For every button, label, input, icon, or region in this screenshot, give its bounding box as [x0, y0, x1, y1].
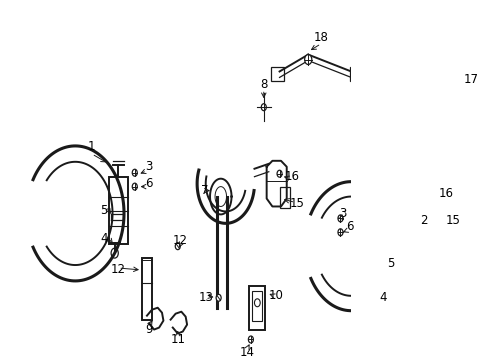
Bar: [142, 258, 152, 320]
Circle shape: [337, 229, 342, 236]
Text: 16: 16: [437, 187, 452, 200]
Text: 14: 14: [239, 346, 254, 359]
Text: 11: 11: [170, 333, 185, 346]
Circle shape: [445, 76, 451, 84]
Circle shape: [432, 187, 437, 194]
Circle shape: [248, 336, 253, 343]
Circle shape: [132, 169, 137, 176]
Bar: [109, 177, 127, 244]
Circle shape: [216, 294, 221, 301]
Circle shape: [175, 243, 180, 249]
Text: 3: 3: [145, 160, 152, 173]
Text: 13: 13: [199, 291, 213, 304]
Bar: [270, 67, 283, 81]
Text: 10: 10: [268, 289, 283, 302]
Text: 5: 5: [386, 257, 393, 270]
Bar: [361, 72, 370, 89]
Circle shape: [304, 55, 311, 64]
Circle shape: [337, 215, 342, 222]
Text: 4: 4: [379, 291, 386, 304]
Bar: [435, 201, 445, 222]
Text: 17: 17: [463, 73, 478, 86]
Text: 6: 6: [145, 177, 153, 190]
Circle shape: [277, 170, 282, 177]
Text: 7: 7: [200, 184, 207, 197]
Bar: [442, 69, 453, 89]
Text: 3: 3: [338, 207, 346, 220]
Text: 5: 5: [100, 204, 107, 217]
Text: 1: 1: [88, 140, 95, 153]
Text: 2: 2: [420, 214, 427, 227]
Text: 4: 4: [100, 232, 107, 245]
Text: 15: 15: [445, 214, 460, 227]
Bar: [252, 291, 262, 321]
Text: 12: 12: [111, 264, 125, 276]
Bar: [279, 186, 289, 208]
Text: 8: 8: [260, 78, 267, 91]
Circle shape: [132, 183, 137, 190]
Circle shape: [261, 104, 266, 111]
Text: 18: 18: [313, 31, 328, 44]
Text: 12: 12: [173, 234, 188, 247]
Bar: [390, 208, 408, 276]
Text: 6: 6: [346, 220, 353, 233]
Text: 9: 9: [145, 323, 153, 336]
Text: 15: 15: [289, 197, 305, 210]
Text: 16: 16: [285, 170, 299, 183]
Bar: [249, 286, 264, 329]
Bar: [349, 67, 362, 81]
